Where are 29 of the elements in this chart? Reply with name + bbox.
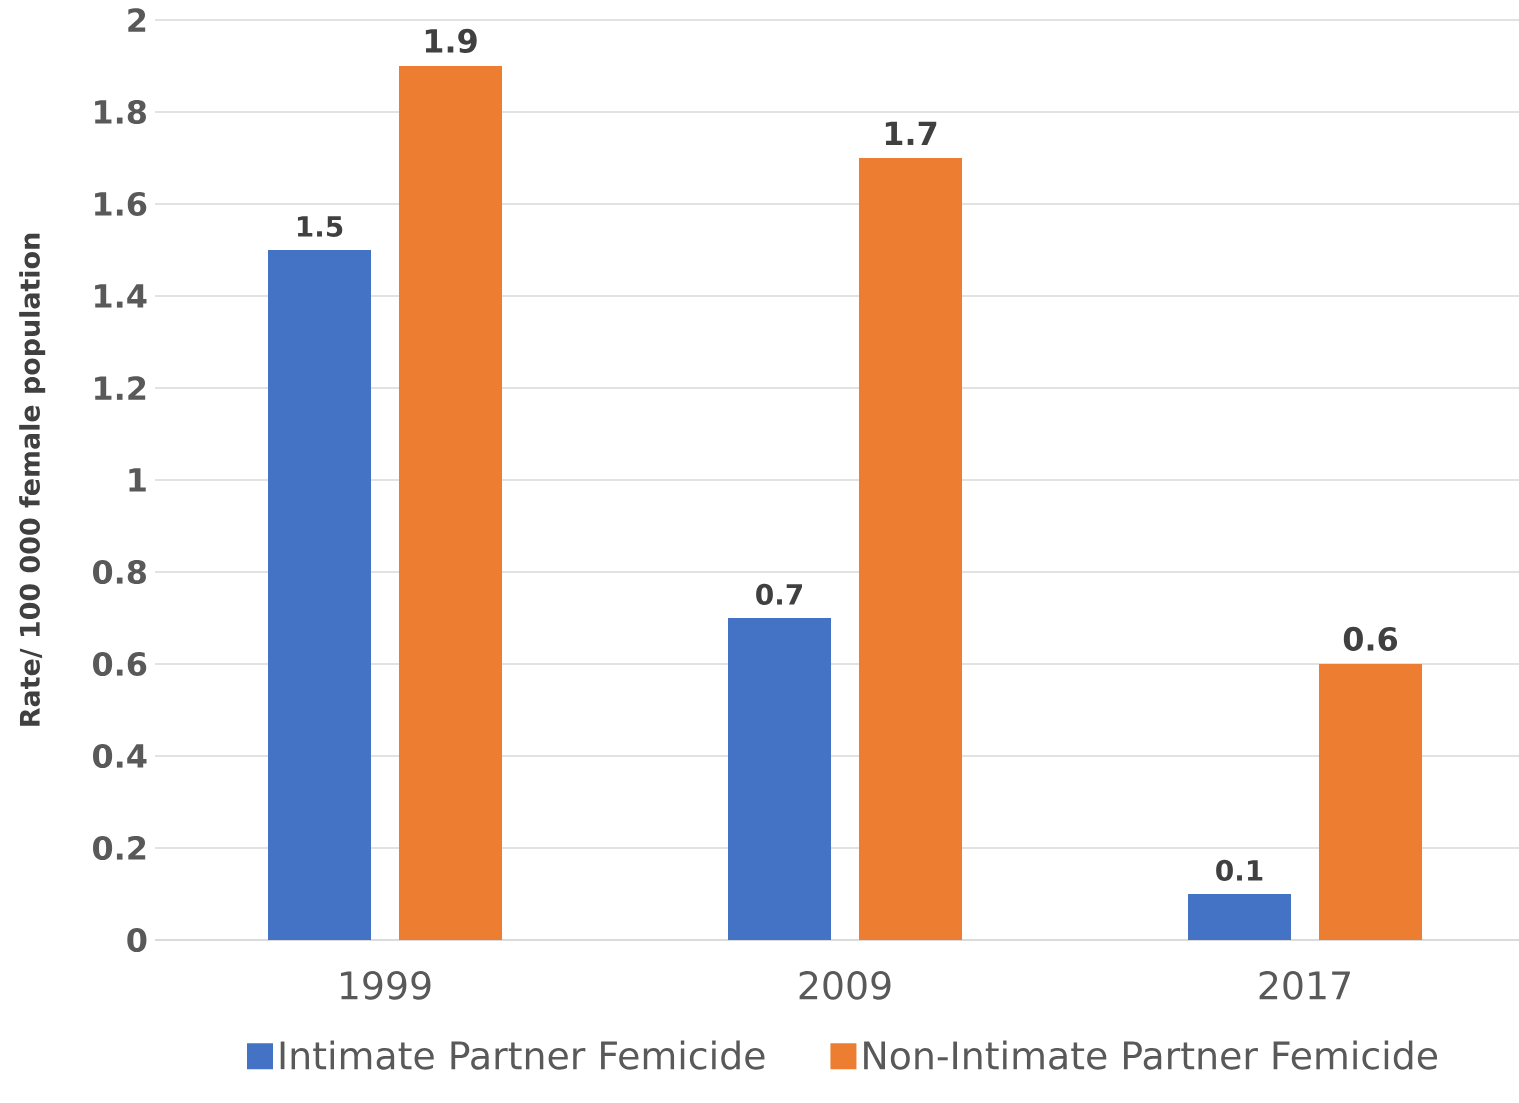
bar [1188,894,1292,940]
bar [1319,664,1423,940]
y-tick-label: 0.8 [93,559,146,585]
legend-label: Non-Intimate Partner Femicide [864,1040,1438,1070]
y-axis-title: Rate/ 100 000 female population [19,233,46,726]
y-tick-label: 1.2 [95,376,146,400]
data-label: 1.9 [425,28,477,53]
data-label: 1.7 [885,121,937,145]
x-tick-label: 1999 [340,971,431,1000]
data-label: 1.5 [297,216,343,237]
y-tick-label: 1.6 [95,191,147,217]
bar [728,617,832,940]
bar [859,157,963,940]
y-tick-label: 0 [127,927,147,953]
y-tick-label: 1.4 [95,284,147,308]
x-tick-label: 2017 [1259,971,1350,1000]
legend-label: Intimate Partner Femicide [280,1040,765,1070]
y-tick-label: 1.8 [95,99,146,125]
y-tick-label: 2 [128,8,146,32]
y-tick-label: 0.2 [93,835,146,861]
y-tick-label: 0.4 [93,743,147,769]
x-tick-label: 2009 [799,971,891,1000]
y-tick-label: 0.6 [93,651,147,677]
bar [399,65,503,940]
data-label: 0.6 [1343,626,1398,651]
y-tick-label: 1 [129,468,146,492]
data-label: 0.1 [1216,859,1263,881]
bar [268,249,371,940]
data-label: 0.7 [756,583,802,605]
